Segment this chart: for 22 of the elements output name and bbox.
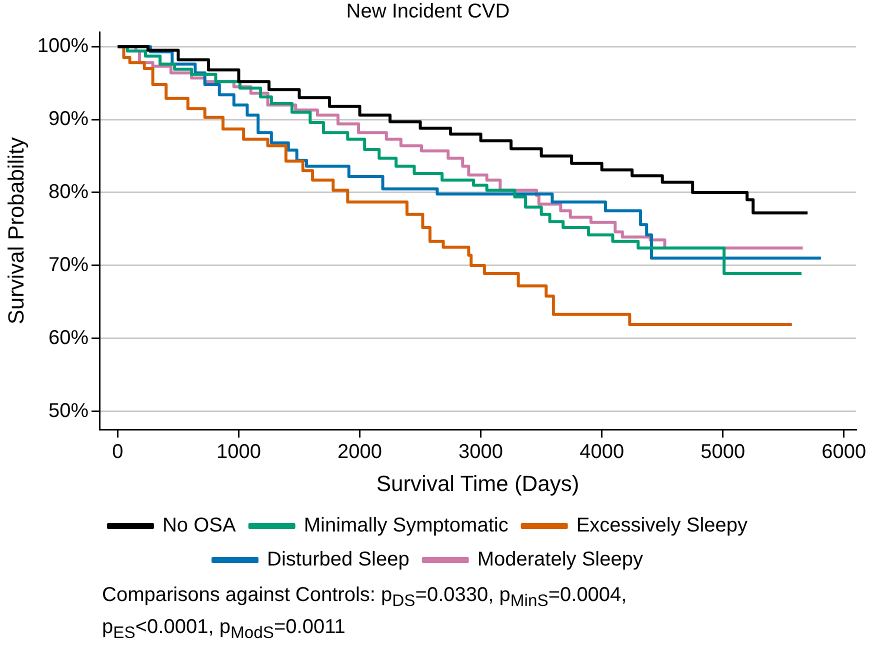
x-tick-label: 3000 bbox=[458, 441, 504, 464]
y-tick-label: 60% bbox=[48, 326, 89, 349]
y-tick-label: 90% bbox=[48, 108, 89, 130]
y-axis-title: Survival Probability bbox=[3, 137, 28, 324]
legend-label: Moderately Sleepy bbox=[477, 548, 643, 571]
legend-label: No OSA bbox=[162, 514, 237, 537]
x-axis-title: Survival Time (Days) bbox=[376, 470, 580, 496]
y-tick-label: 80% bbox=[48, 181, 89, 204]
y-tick-label: 50% bbox=[48, 400, 89, 422]
chart-title: New Incident CVD bbox=[346, 0, 510, 23]
x-tick-label: 0 bbox=[112, 441, 124, 464]
x-tick-label: 1000 bbox=[216, 441, 261, 464]
legend-label: Disturbed Sleep bbox=[267, 548, 410, 571]
x-tick-label: 5000 bbox=[700, 441, 746, 464]
legend-label: Excessively Sleepy bbox=[576, 514, 748, 537]
text: Comparisons against Controls: p$_{DS}$=0.0330, p$_{MinS}$=0.0004, p$_{ES}$<0.0001, p$_{ModS}$=0.0011 bbox=[102, 584, 627, 642]
x-tick-label: 2000 bbox=[338, 441, 382, 464]
legend-label: Minimally Symptomatic bbox=[304, 514, 508, 537]
y-tick-label: 70% bbox=[48, 254, 89, 276]
x-tick-label: 6000 bbox=[822, 441, 866, 464]
x-tick-label: 4000 bbox=[580, 441, 624, 464]
y-tick-label: 100% bbox=[37, 35, 89, 58]
